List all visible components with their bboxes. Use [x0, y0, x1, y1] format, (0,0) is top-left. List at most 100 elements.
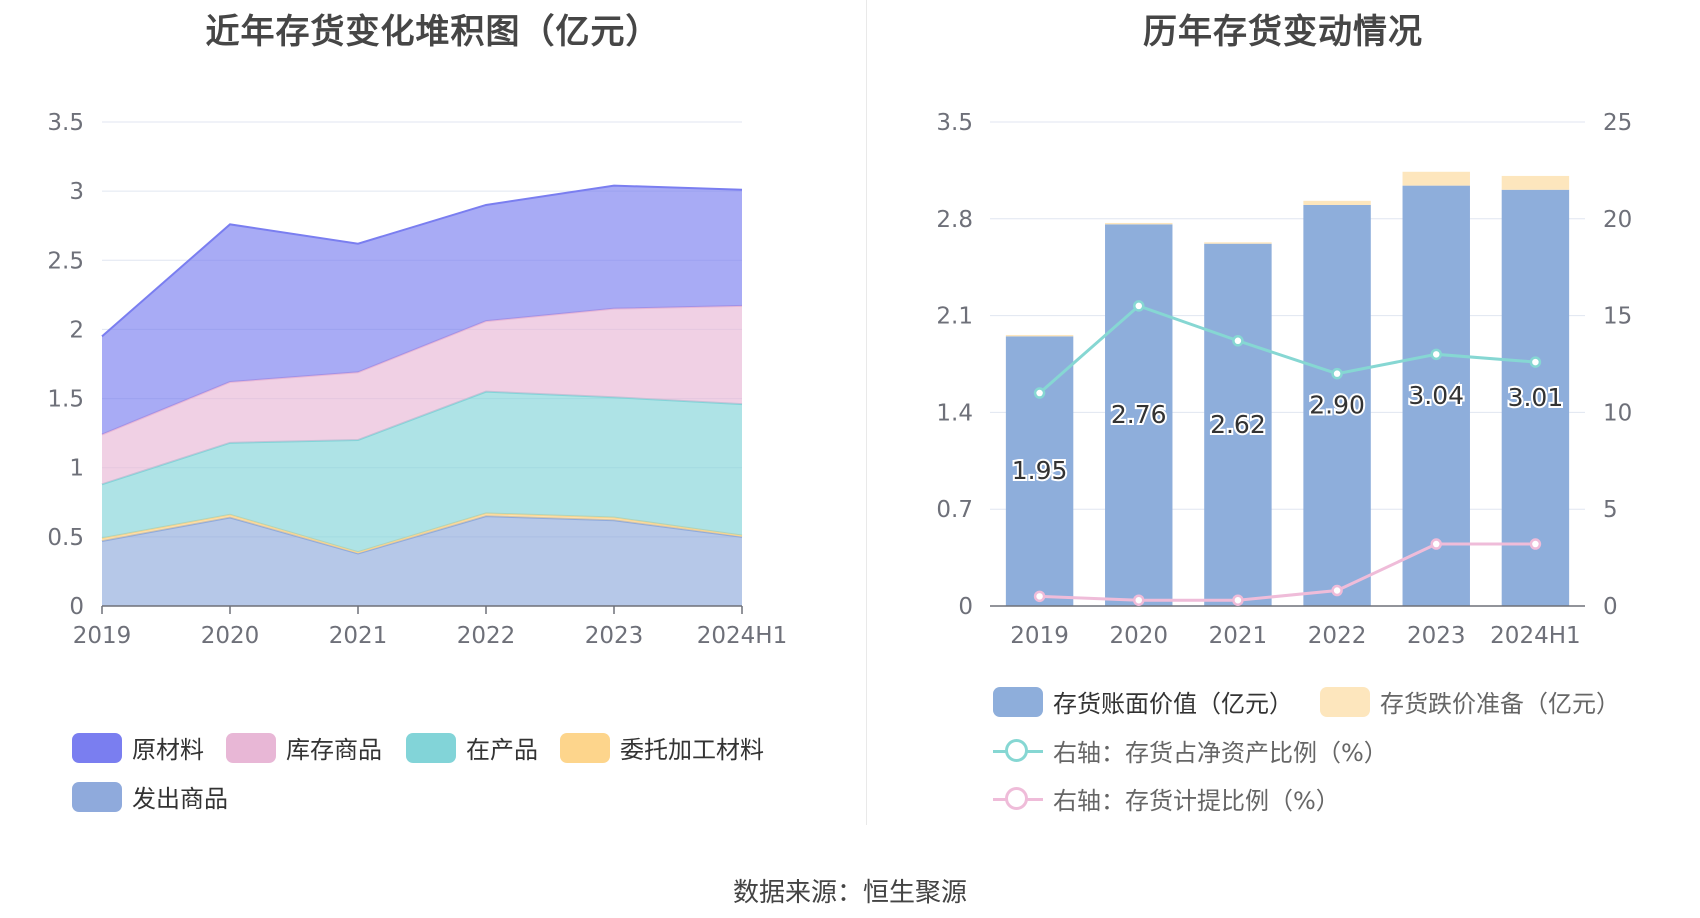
- x-tick-label: 2021: [1209, 623, 1268, 649]
- y-tick-label: 2: [69, 317, 84, 343]
- legend-item[interactable]: 右轴：存货占净资产比例（%）: [993, 733, 1388, 768]
- line-point: [1133, 594, 1145, 606]
- legend-item[interactable]: 右轴：存货计提比例（%）: [993, 781, 1340, 816]
- bar-存货跌价准备（亿元）: [1402, 171, 1470, 186]
- bar-存货跌价准备（亿元）: [1303, 200, 1371, 205]
- legend-swatch: [226, 732, 276, 763]
- bar-存货账面价值（亿元）: [1303, 204, 1371, 606]
- line-point: [1430, 348, 1442, 361]
- legend-swatch: [72, 781, 122, 812]
- bar-存货跌价准备（亿元）: [1204, 242, 1272, 244]
- left-chart-title: 近年存货变化堆积图（亿元）: [205, 12, 661, 52]
- x-tick-label: 2024H1: [1490, 623, 1580, 649]
- line-point: [1033, 590, 1046, 603]
- y-right-tick-label: 15: [1603, 304, 1632, 330]
- legend-swatch: [560, 732, 610, 763]
- y-tick-label: 3: [69, 179, 84, 205]
- y-tick-label: 3.5: [47, 110, 84, 136]
- legend-label: 右轴：存货占净资产比例（%）: [1053, 739, 1388, 767]
- legend-label: 存货跌价准备（亿元）: [1380, 690, 1620, 718]
- bar-存货账面价值（亿元）: [1105, 224, 1173, 606]
- legend-swatch: [993, 736, 1043, 766]
- line-point: [1529, 356, 1542, 368]
- area-库存商品: [102, 305, 742, 485]
- y-left-tick-label: 3.5: [936, 110, 973, 136]
- x-tick-label: 2023: [1407, 623, 1466, 649]
- x-tick-label: 2024H1: [697, 623, 787, 649]
- y-right-tick-label: 20: [1603, 207, 1632, 233]
- legend-item[interactable]: 存货账面价值（亿元）: [993, 684, 1293, 719]
- panel-divider: [866, 0, 867, 825]
- x-tick-label: 2020: [201, 623, 260, 649]
- x-tick-label: 2019: [73, 623, 132, 649]
- legend-item[interactable]: 在产品: [406, 730, 538, 765]
- line-point: [1529, 538, 1542, 550]
- x-tick-label: 2019: [1010, 623, 1069, 649]
- x-tick-label: 2020: [1109, 623, 1168, 649]
- line-point: [1232, 594, 1244, 606]
- bar-存货账面价值（亿元）: [1005, 336, 1074, 606]
- inventory-bar-line-chart: 0 0.7 1.4 2.1 2.8 3.5 0 5 10 15 20 25 2019 2020 2021 20…: [936, 110, 1632, 649]
- legend-label: 存货账面价值（亿元）: [1053, 690, 1293, 718]
- legend-swatch: [993, 686, 1043, 717]
- bar-存货账面价值（亿元）: [1501, 189, 1570, 606]
- legend-swatch: [993, 784, 1043, 814]
- legend-label: 库存商品: [286, 736, 382, 764]
- legend-swatch: [406, 732, 456, 763]
- area-原材料: [102, 185, 742, 435]
- line-point: [1133, 300, 1145, 312]
- x-tick-label: 2022: [1308, 623, 1367, 649]
- bar-value-label: 2.62: [1210, 410, 1266, 439]
- legend-label: 在产品: [466, 736, 538, 764]
- x-tick-label: 2021: [329, 623, 388, 649]
- bar-value-label: 2.76: [1111, 400, 1167, 429]
- legend-label: 右轴：存货计提比例（%）: [1053, 787, 1340, 815]
- bar-存货跌价准备（亿元）: [1105, 222, 1173, 225]
- x-tick-label: 2022: [457, 623, 516, 649]
- y-left-tick-label: 0.7: [936, 497, 973, 523]
- y-tick-label: 1: [69, 456, 84, 482]
- legend-item[interactable]: 库存商品: [226, 730, 382, 765]
- bar-存货跌价准备（亿元）: [1005, 334, 1074, 337]
- bar-value-label: 3.01: [1508, 383, 1564, 412]
- right-chart-title: 历年存货变动情况: [1143, 12, 1423, 52]
- y-right-tick-label: 0: [1603, 594, 1618, 620]
- x-tick-label: 2023: [585, 623, 644, 649]
- line-point: [1331, 584, 1343, 597]
- bar-value-label: 1.95: [1012, 456, 1068, 485]
- legend-label: 原材料: [132, 736, 204, 764]
- y-left-tick-label: 1.4: [936, 400, 973, 426]
- line-point: [1430, 538, 1442, 550]
- line-point: [1033, 387, 1046, 399]
- legend-item[interactable]: 发出商品: [72, 779, 228, 814]
- line-point: [1232, 335, 1244, 347]
- area-line-原材料: [101, 184, 743, 338]
- line-右轴：存货计提比例（%）: [1039, 542, 1536, 602]
- legend-item[interactable]: 委托加工材料: [560, 730, 764, 765]
- bar-存货账面价值（亿元）: [1204, 243, 1272, 607]
- bar-value-label: 2.90: [1309, 390, 1365, 419]
- legend-label: 发出商品: [132, 785, 228, 813]
- y-left-tick-label: 0: [958, 594, 973, 620]
- area-发出商品: [102, 516, 742, 606]
- y-tick-label: 2.5: [47, 248, 84, 274]
- line-右轴：存货占净资产比例（%）: [1038, 304, 1536, 395]
- legend-swatch: [1320, 686, 1370, 717]
- y-right-tick-label: 10: [1603, 400, 1632, 426]
- y-tick-label: 0: [69, 594, 84, 620]
- y-tick-label: 1.5: [47, 387, 84, 413]
- y-left-tick-label: 2.8: [936, 207, 973, 233]
- stacked-area-chart: 0 0.5 1 1.5 2 2.5 3 3.5 2019 2020 2021 2022 2023 2024…: [47, 110, 787, 649]
- bar-存货跌价准备（亿元）: [1501, 175, 1570, 190]
- bar-value-label: 3.04: [1408, 381, 1464, 410]
- area-在产品: [102, 391, 742, 553]
- bar-存货账面价值（亿元）: [1402, 185, 1470, 606]
- legend-item[interactable]: 原材料: [72, 730, 204, 765]
- data-source-note: 数据来源：恒生聚源: [732, 878, 967, 908]
- y-left-tick-label: 2.1: [936, 304, 973, 330]
- y-tick-label: 0.5: [47, 525, 84, 551]
- legend-swatch: [72, 732, 122, 763]
- legend-item[interactable]: 存货跌价准备（亿元）: [1320, 684, 1620, 719]
- line-point: [1331, 367, 1343, 380]
